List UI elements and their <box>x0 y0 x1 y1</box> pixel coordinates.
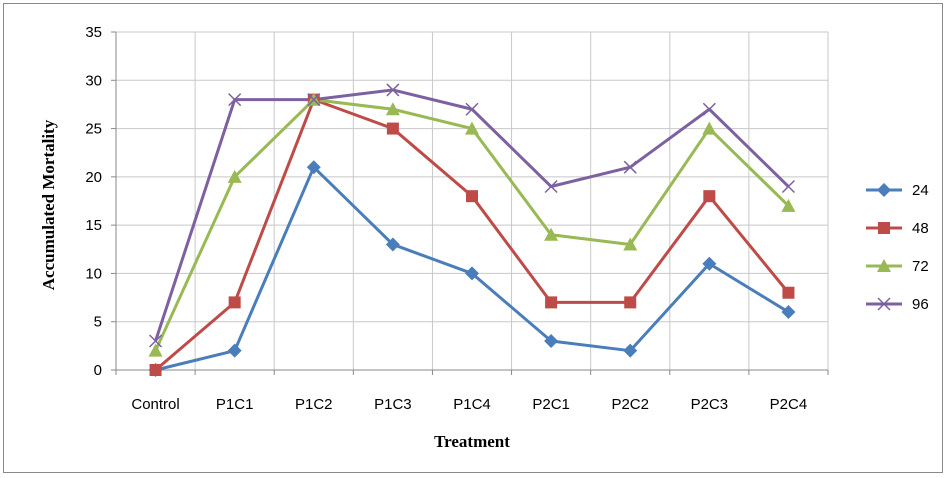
x-tick-label: P2C1 <box>532 396 570 413</box>
y-tick-label: 5 <box>94 314 102 331</box>
legend-item-96: 96 <box>866 296 929 313</box>
tick-labels: 0 5 10 15 20 25 30 35 Control P1C1 P1C2 P1C3 P1C4 P2C… <box>85 24 807 413</box>
x-tick-label: P2C4 <box>770 396 808 413</box>
data-point-96 <box>149 334 163 348</box>
data-point-48 <box>545 296 558 309</box>
series-markers <box>148 83 796 377</box>
data-point-96 <box>386 83 400 97</box>
marker-stroke <box>544 179 558 194</box>
data-point-96 <box>307 93 321 107</box>
data-point-72 <box>702 121 717 135</box>
x-tick-label: P1C1 <box>216 396 254 413</box>
marker-stroke <box>623 160 637 174</box>
legend-marker <box>877 259 891 272</box>
legend-item-72: 72 <box>866 258 929 275</box>
data-point-72 <box>544 227 559 241</box>
data-point-96 <box>544 179 558 194</box>
data-point-48 <box>703 190 716 203</box>
chart-frame: 0 5 10 15 20 25 30 35 Control P1C1 P1C2 P1C3 P1C4 P2C… <box>3 3 943 473</box>
legend-label: 72 <box>912 258 929 275</box>
y-tick-label: 20 <box>85 169 102 186</box>
data-point-24 <box>544 334 559 349</box>
data-point-24 <box>385 237 400 252</box>
line-chart: 0 5 10 15 20 25 30 35 Control P1C1 P1C2 P1C3 P1C4 P2C… <box>39 24 929 451</box>
data-point-72 <box>227 169 242 183</box>
data-point-24 <box>702 256 717 271</box>
marker-stroke <box>702 102 716 116</box>
data-point-48 <box>624 296 637 309</box>
y-tick-label: 35 <box>85 24 102 41</box>
marker-stroke <box>149 334 163 348</box>
legend: 24 48 72 96 <box>866 182 929 313</box>
data-point-24 <box>623 343 638 358</box>
legend-label: 24 <box>912 182 929 199</box>
marker-stroke <box>386 83 400 97</box>
legend-marker <box>878 222 890 234</box>
data-point-48 <box>386 122 399 135</box>
data-point-24 <box>465 266 479 281</box>
data-point-96 <box>623 160 637 174</box>
data-point-48 <box>782 286 795 299</box>
data-point-72 <box>623 237 638 251</box>
legend-item-48: 48 <box>866 220 929 237</box>
data-point-48 <box>149 364 162 376</box>
data-point-48 <box>228 296 241 309</box>
marker-stroke <box>465 102 479 116</box>
y-tick-label: 25 <box>85 121 102 138</box>
marker-stroke <box>781 179 795 194</box>
series-line-48 <box>154 98 790 372</box>
y-tick-label: 0 <box>94 362 102 379</box>
marker-stroke <box>877 297 891 311</box>
data-point-24 <box>781 305 796 320</box>
x-axis-title: Treatment <box>434 432 510 451</box>
x-tick-label: P1C2 <box>295 396 333 413</box>
data-point-96 <box>702 102 716 116</box>
data-point-72 <box>148 343 163 357</box>
data-point-72 <box>385 102 400 116</box>
data-point-96 <box>228 93 242 107</box>
x-tick-label: P1C4 <box>453 396 491 413</box>
legend-label: 48 <box>912 220 929 237</box>
data-point-96 <box>465 102 479 116</box>
data-point-48 <box>466 190 478 203</box>
y-tick-label: 30 <box>85 72 102 89</box>
data-point-72 <box>465 121 479 135</box>
marker-stroke <box>307 93 321 107</box>
marker-stroke <box>228 93 242 107</box>
x-tick-label: P1C3 <box>374 396 412 413</box>
x-tick-label: Control <box>131 396 179 413</box>
legend-marker <box>877 297 891 311</box>
data-point-24 <box>227 343 242 358</box>
y-tick-label: 10 <box>85 265 102 282</box>
axes <box>111 31 829 375</box>
legend-item-24: 24 <box>866 182 929 199</box>
legend-marker <box>877 183 891 197</box>
data-point-96 <box>781 179 795 194</box>
data-point-24 <box>306 160 321 175</box>
y-tick-label: 15 <box>85 217 102 234</box>
x-tick-label: P2C2 <box>611 396 649 413</box>
y-axis-title: Accumulated Mortality <box>39 119 58 290</box>
data-point-72 <box>781 198 796 212</box>
legend-label: 96 <box>912 296 929 313</box>
x-tick-label: P2C3 <box>691 396 729 413</box>
